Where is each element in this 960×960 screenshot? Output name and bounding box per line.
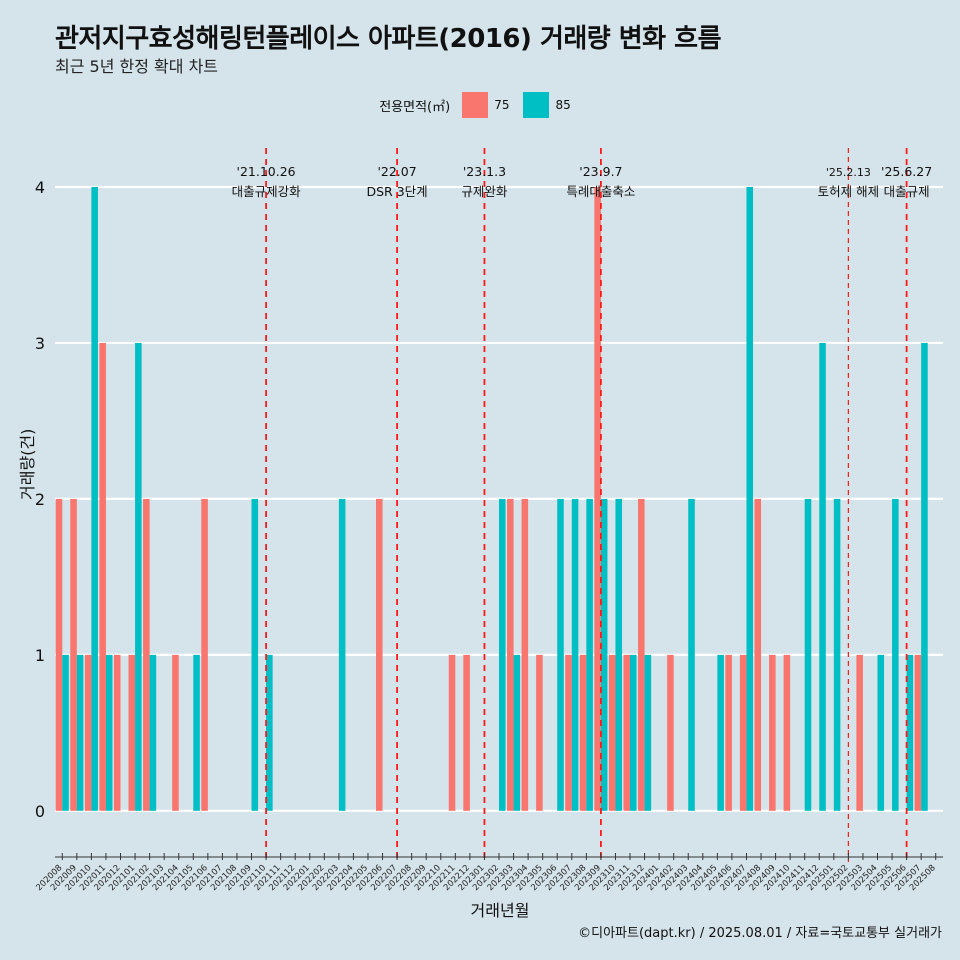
bar-75-202507 (914, 654, 922, 811)
bar-75-202406 (725, 654, 732, 811)
bar-85-202506 (906, 654, 914, 811)
y-tick-label: 0 (35, 802, 45, 821)
bar-75-202311 (623, 654, 631, 811)
legend-swatch-85 (523, 92, 550, 118)
bar-85-202311 (630, 654, 637, 811)
bar-75-202308 (579, 654, 587, 811)
bar-75-202101 (128, 654, 136, 811)
event-date-1: '22.07 (377, 164, 416, 179)
bar-75-202305 (536, 654, 543, 811)
bar-85-202505 (892, 498, 899, 811)
bar-85-202407 (746, 186, 754, 811)
bar-85-202011 (105, 654, 113, 811)
bar-85-202008 (62, 654, 69, 811)
bar-75-202011 (99, 342, 106, 811)
source-caption: ©디아파트(dapt.kr) / 2025.08.01 / 자료=국토교통부 실… (578, 926, 942, 941)
event-label-3: 특례대출축소 (566, 184, 635, 199)
bar-75-202212 (463, 654, 470, 811)
chart-title: 관저지구효성해링턴플레이스 아파트(2016) 거래량 변화 흐름 (55, 24, 722, 54)
bar-85-202504 (877, 654, 885, 811)
event-label-1: DSR 3단계 (367, 184, 428, 199)
bar-85-202302 (499, 498, 506, 811)
y-tick-label: 3 (35, 334, 45, 353)
bar-75-202104 (172, 654, 179, 811)
bar-75-202409 (769, 654, 776, 811)
y-tick-label: 4 (35, 178, 45, 197)
bar-75-202304 (521, 498, 529, 811)
bar-85-202101 (135, 342, 142, 811)
legend-label-75: 75 (494, 98, 510, 112)
bar-75-202211 (448, 654, 456, 811)
bar-85-202203 (338, 498, 346, 811)
bar-75-202303 (507, 498, 514, 811)
legend: 전용면적(㎡) 75 85 (0, 92, 960, 118)
bar-85-202403 (688, 498, 695, 811)
bar-85-202010 (91, 186, 98, 811)
bar-75-202407 (739, 654, 747, 811)
event-date-2: '23.1.3 (463, 164, 506, 179)
bar-85-202105 (193, 654, 200, 811)
bar-85-202303 (513, 654, 521, 811)
event-date-0: '21.10.26 (237, 164, 296, 179)
bar-75-202410 (783, 654, 791, 811)
event-label-4: 토허제 해제 (818, 184, 879, 199)
bar-85-202102 (149, 654, 157, 811)
event-label-2: 규제완화 (461, 184, 508, 199)
legend-title: 전용면적(㎡) (379, 99, 451, 115)
bar-75-202310 (608, 654, 616, 811)
legend-swatch-75 (462, 92, 489, 118)
bar-85-202411 (804, 498, 812, 811)
bar-85-202307 (571, 498, 579, 811)
bar-75-202312 (638, 498, 645, 811)
event-date-5: '25.6.27 (881, 164, 932, 179)
event-label-0: 대출규제강화 (232, 184, 302, 199)
y-tick-label: 1 (35, 646, 45, 665)
bar-75-202102 (143, 498, 150, 811)
bar-75-202503 (856, 654, 863, 811)
bar-85-202109 (251, 498, 259, 811)
bar-85-202310 (615, 498, 623, 811)
bar-75-202307 (565, 654, 572, 811)
bar-85-202507 (921, 342, 928, 811)
chart-subtitle: 최근 5년 한정 확대 차트 (55, 57, 219, 76)
event-date-3: '23.9.7 (579, 164, 622, 179)
bar-85-202412 (819, 342, 826, 811)
y-axis-label: 거래량(건) (18, 428, 37, 500)
bar-75-202009 (70, 498, 77, 811)
bar-75-202010 (84, 654, 92, 811)
bar-75-202008 (55, 498, 63, 811)
bar-75-202408 (754, 498, 762, 811)
bar-85-202308 (586, 498, 593, 811)
bar-75-202012 (113, 654, 121, 811)
x-axis-label: 거래년월 (470, 901, 530, 920)
bar-75-202402 (667, 654, 674, 811)
bar-75-202309 (594, 186, 601, 811)
event-label-5: 대출규제 (884, 184, 930, 199)
bar-85-202309 (600, 498, 608, 811)
bar-75-202106 (201, 498, 208, 811)
event-date-4: '25.2.13 (826, 166, 871, 179)
bar-75-202206 (375, 498, 383, 811)
bar-85-202009 (76, 654, 84, 811)
bar-85-202312 (644, 654, 652, 811)
legend-label-85: 85 (555, 98, 571, 112)
y-tick-label: 2 (35, 490, 45, 509)
bar-85-202110 (266, 654, 273, 811)
bar-85-202405 (717, 654, 724, 811)
bar-85-202501 (833, 498, 841, 811)
bar-85-202306 (557, 498, 564, 811)
